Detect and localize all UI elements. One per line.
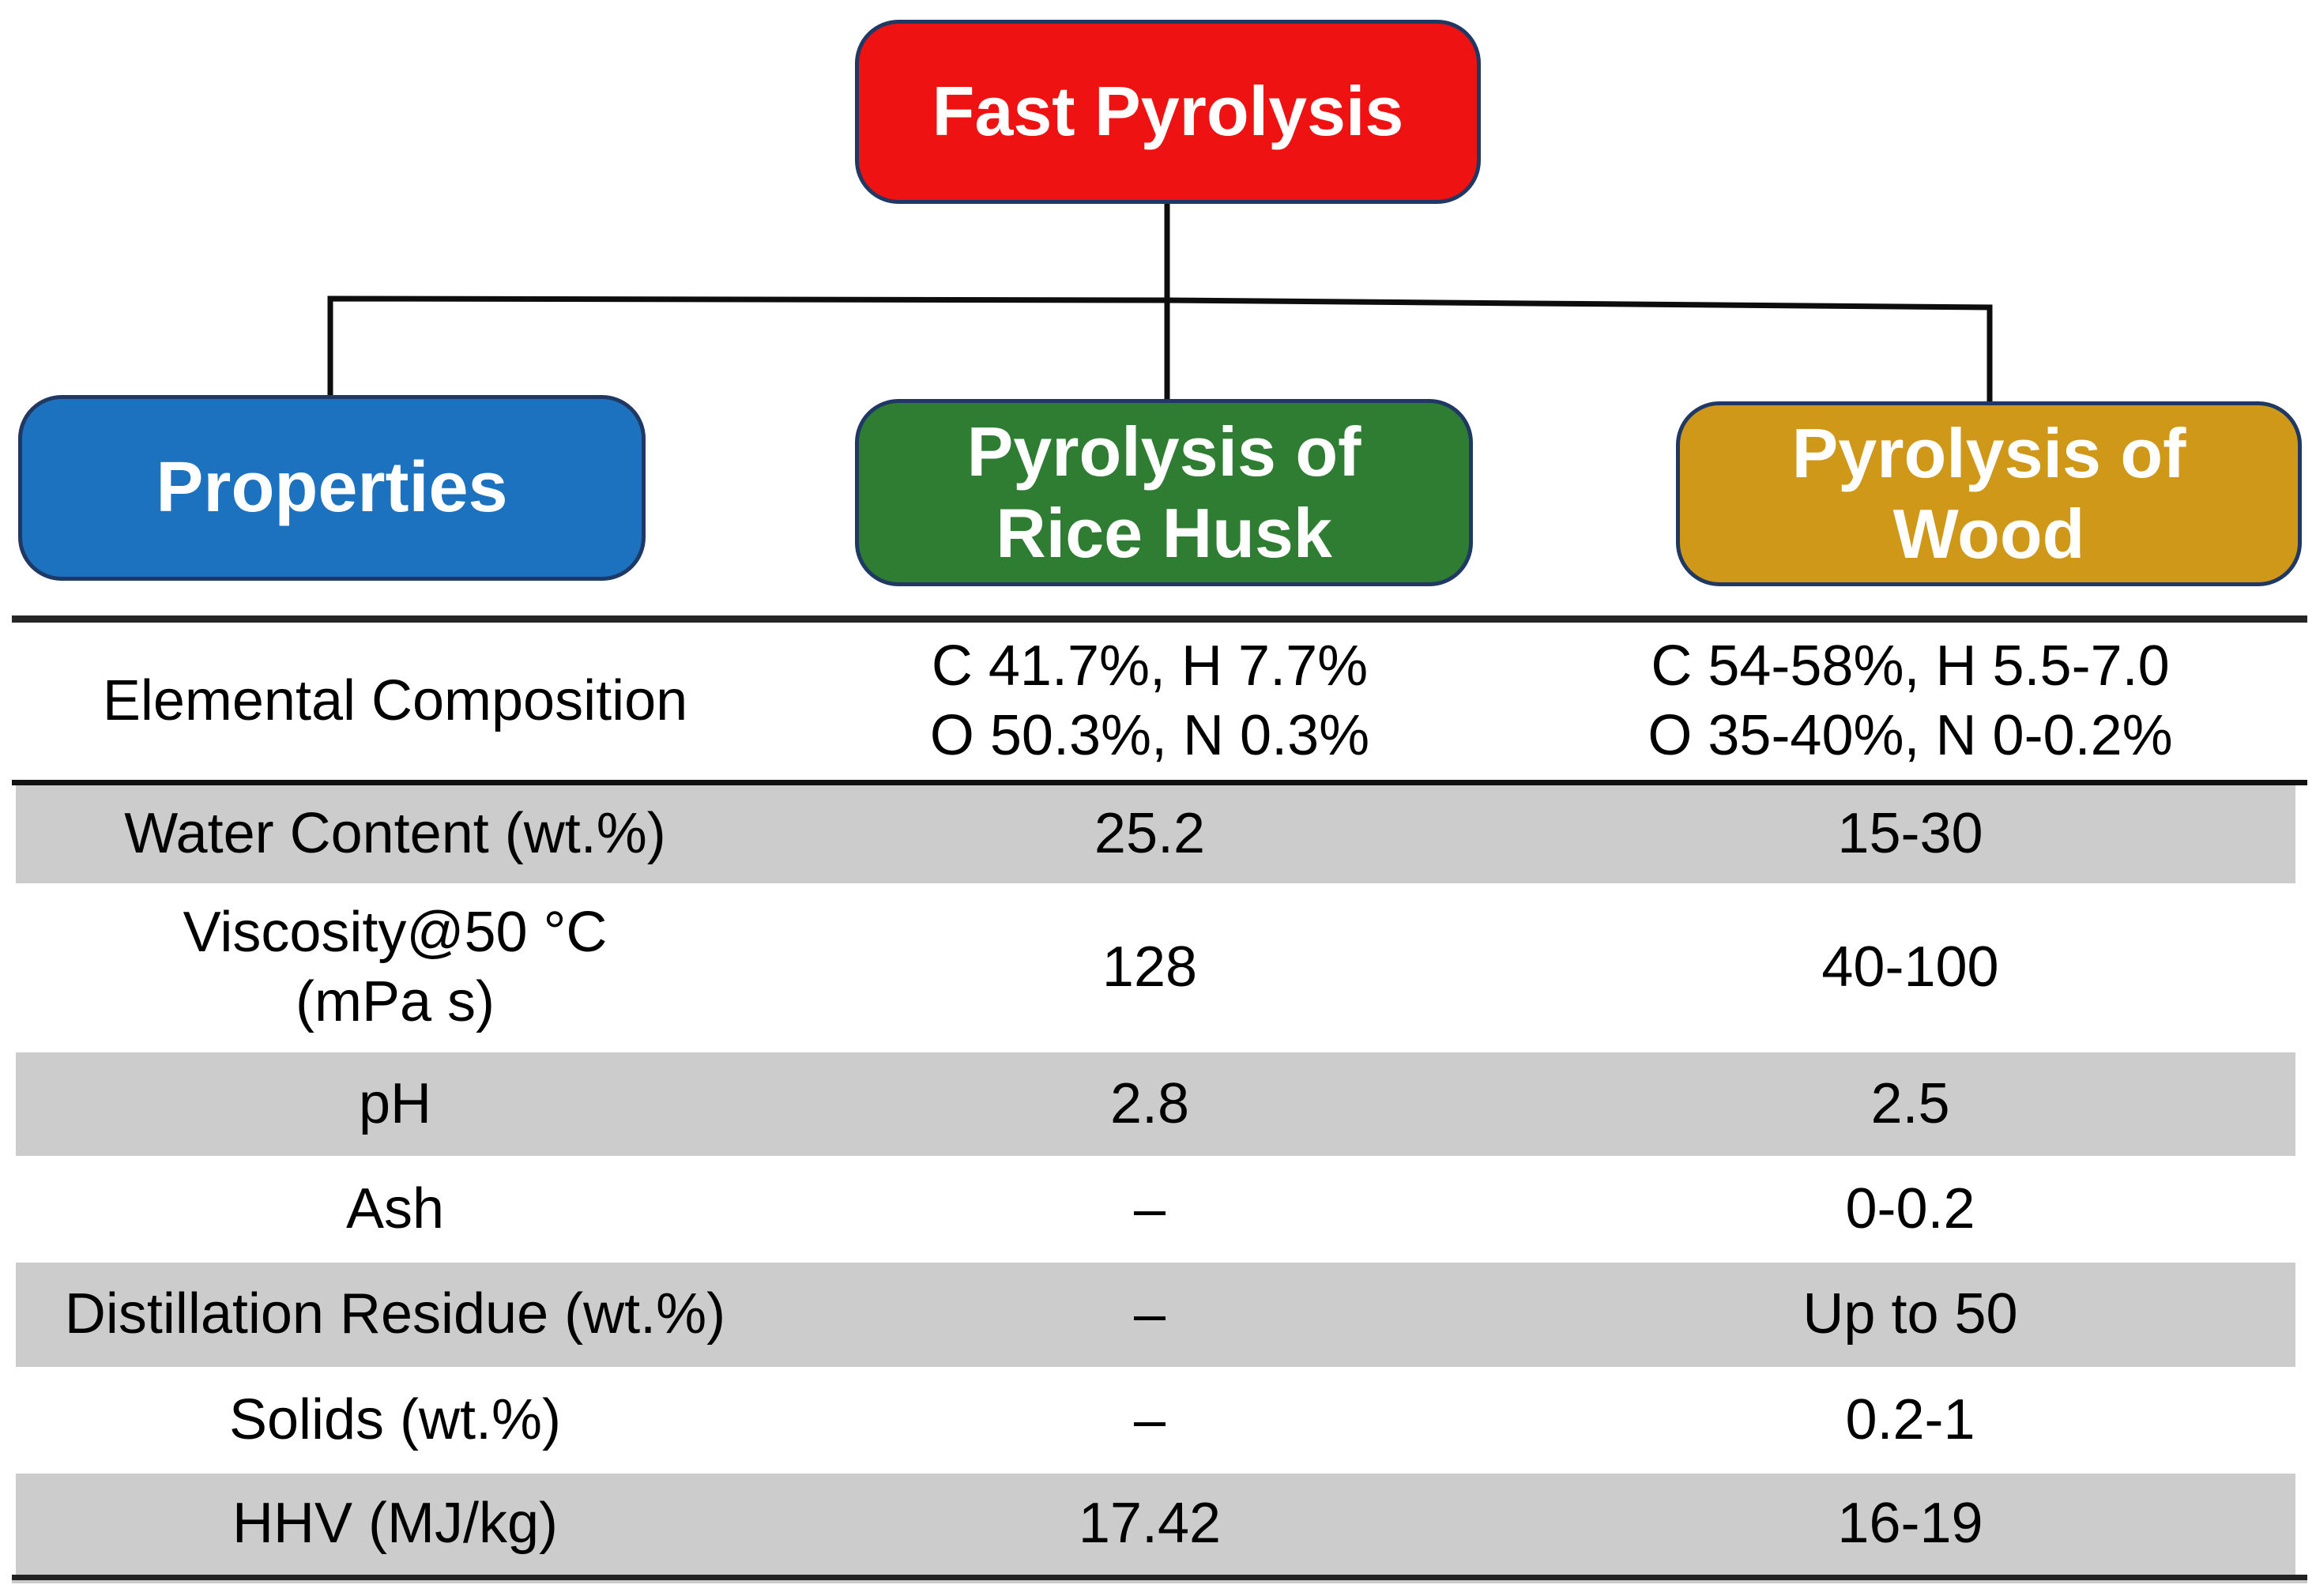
table-row: HHV (MJ/kg) 17.42 16-19 (16, 1474, 2295, 1575)
wood-cell: 2.5 (1870, 1071, 1950, 1135)
branch-node-label: Pyrolysis of Rice Husk (966, 412, 1361, 572)
rice-husk-cell: 128 (1102, 935, 1198, 999)
rice-husk-cell: – (1133, 1176, 1166, 1240)
table-header-rule (12, 780, 2307, 785)
property-cell: Solids (wt.%) (228, 1387, 562, 1451)
connector-lines (327, 204, 1993, 401)
wood-cell: 0-0.2 (1845, 1176, 1975, 1240)
rice-husk-cell: – (1133, 1387, 1166, 1451)
property-cell: Distillation Residue (wt.%) (64, 1282, 726, 1346)
table-top-rule (12, 615, 2307, 623)
root-node-label: Fast Pyrolysis (932, 72, 1404, 151)
wood-cell: 15-30 (1837, 802, 1983, 866)
rice-husk-cell: – (1133, 1282, 1166, 1346)
branch-node-wood: Pyrolysis of Wood (1676, 401, 2302, 586)
table-row: Viscosity@50 °C (mPa s) 128 40-100 (16, 883, 2295, 1052)
table-row: pH 2.8 2.5 (16, 1052, 2295, 1156)
branch-node-properties: Properties (18, 395, 646, 581)
table-row: Solids (wt.%) – 0.2-1 (16, 1367, 2295, 1474)
table-row: Distillation Residue (wt.%) – Up to 50 (16, 1263, 2295, 1367)
rice-husk-cell: 25.2 (1094, 802, 1206, 866)
branch-node-rice-husk: Pyrolysis of Rice Husk (855, 399, 1473, 586)
branch-node-label: Pyrolysis of Wood (1791, 413, 2186, 573)
property-cell: Ash (345, 1176, 445, 1240)
rice-husk-cell: 17.42 (1078, 1492, 1222, 1556)
wood-cell: 40-100 (1821, 935, 1999, 999)
wood-cell: C 54-58%, H 5.5-7.0 O 35-40%, N 0-0.2% (1648, 634, 2173, 767)
table-bottom-rule (12, 1575, 2307, 1580)
table-row: Elemental Composition C 41.7%, H 7.7% O … (16, 623, 2295, 780)
property-cell: HHV (MJ/kg) (232, 1492, 558, 1556)
property-cell: pH (358, 1071, 432, 1135)
wood-cell: Up to 50 (1802, 1282, 2018, 1346)
wood-cell: 0.2-1 (1845, 1387, 1975, 1451)
wood-cell: 16-19 (1837, 1492, 1983, 1556)
table-bottom-rule-shadow (12, 1580, 2307, 1583)
root-node-fast-pyrolysis: Fast Pyrolysis (855, 20, 1481, 204)
table-row: Ash – 0-0.2 (16, 1156, 2295, 1263)
rice-husk-cell: 2.8 (1109, 1071, 1190, 1135)
property-cell: Elemental Composition (102, 668, 688, 732)
property-cell: Viscosity@50 °C (mPa s) (183, 901, 608, 1033)
property-cell: Water Content (wt.%) (124, 802, 666, 866)
branch-node-label: Properties (156, 448, 508, 528)
table-row: Water Content (wt.%) 25.2 15-30 (16, 785, 2295, 883)
rice-husk-cell: C 41.7%, H 7.7% O 50.3%, N 0.3% (929, 634, 1370, 767)
